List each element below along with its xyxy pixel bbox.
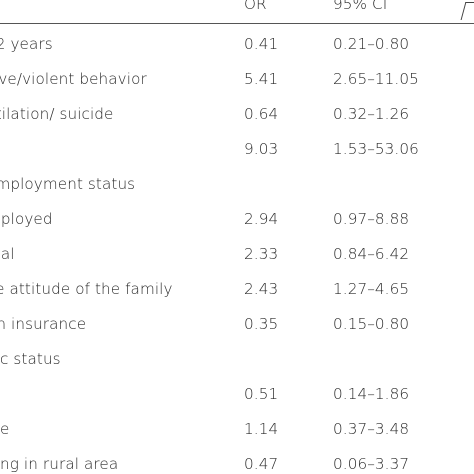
row-ci: 0.84–6.42 <box>333 245 410 263</box>
table-row: mployed 2.94 0.97–8.88 <box>0 209 474 244</box>
row-variable: 32 years <box>0 35 53 53</box>
table-row: mal 2.33 0.84–6.42 <box>0 244 474 279</box>
row-variable: ding in rural area <box>0 455 119 473</box>
row-ci: 1.27–4.65 <box>333 280 410 298</box>
row-ci: 0.14–1.86 <box>333 385 410 403</box>
header-or: OR <box>244 0 267 13</box>
row-ci: 0.97–8.88 <box>333 210 410 228</box>
table-row: sive/violent behavior 5.41 2.65–11.05 <box>0 69 474 104</box>
row-ci: 0.32–1.26 <box>333 105 410 123</box>
row-ci: 0.15–0.80 <box>333 315 410 333</box>
row-or: 5.41 <box>244 70 279 88</box>
table-row: utilation/ suicide 0.64 0.32–1.26 <box>0 104 474 139</box>
table-header-row: e OR 95% CI <box>0 0 474 35</box>
row-or: 0.35 <box>244 315 279 333</box>
row-or: 2.94 <box>244 210 279 228</box>
row-ci: 0.21–0.80 <box>333 35 410 53</box>
header-rule <box>0 23 474 24</box>
table-row: ding in rural area 0.47 0.06–3.37 <box>0 454 474 474</box>
row-variable: employment status <box>0 175 136 193</box>
row-ci: 1.53–53.06 <box>333 140 419 158</box>
table-row: 0.51 0.14–1.86 <box>0 384 474 419</box>
row-variable: mployed <box>0 210 53 228</box>
row-ci: 2.65–11.05 <box>333 70 419 88</box>
table-row: lth insurance 0.35 0.15–0.80 <box>0 314 474 349</box>
header-ci: 95% CI <box>333 0 388 13</box>
row-or: 0.41 <box>244 35 279 53</box>
table-row: ve attitude of the family 2.43 1.27–4.65 <box>0 279 474 314</box>
row-or: 1.14 <box>244 420 279 438</box>
table-row: e 9.03 1.53–53.06 <box>0 139 474 174</box>
row-variable: mal <box>0 245 15 263</box>
row-or: 2.33 <box>244 245 279 263</box>
row-variable: ve attitude of the family <box>0 280 173 298</box>
table-row: dle 1.14 0.37–3.48 <box>0 419 474 454</box>
row-variable: utilation/ suicide <box>0 105 114 123</box>
table-row: nic status <box>0 349 474 384</box>
row-variable: nic status <box>0 350 61 368</box>
row-variable: sive/violent behavior <box>0 70 147 88</box>
row-or: 0.51 <box>244 385 279 403</box>
row-ci: 0.37–3.48 <box>333 420 410 438</box>
row-or: 2.43 <box>244 280 279 298</box>
row-or: 0.47 <box>244 455 279 473</box>
row-or: 0.64 <box>244 105 279 123</box>
table-row: employment status <box>0 174 474 209</box>
row-variable: dle <box>0 420 10 438</box>
table-row: 32 years 0.41 0.21–0.80 <box>0 34 474 69</box>
row-or: 9.03 <box>244 140 279 158</box>
row-ci: 0.06–3.37 <box>333 455 410 473</box>
row-variable: lth insurance <box>0 315 87 333</box>
